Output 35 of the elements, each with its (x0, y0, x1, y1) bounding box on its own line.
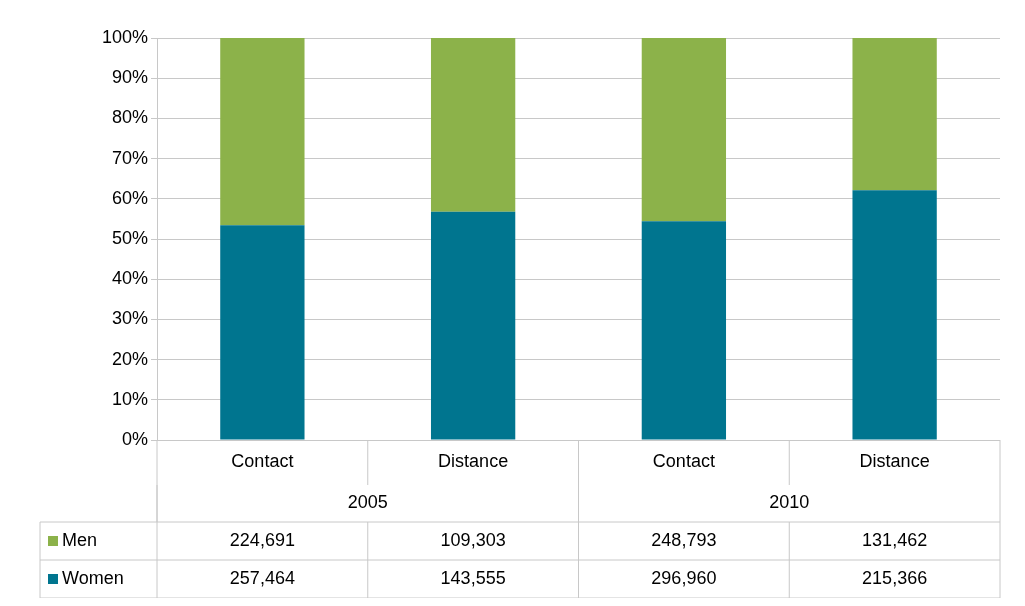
bar (220, 225, 305, 440)
bar (641, 221, 727, 440)
x-tick-label: Contact (652, 451, 715, 472)
y-tick-label: 40% (111, 268, 148, 289)
text: 257,464 (229, 567, 295, 588)
y-tick-label: 70% (111, 147, 148, 168)
text: 143,555 (440, 567, 506, 588)
text: 215,366 (862, 567, 928, 588)
y-tick-label: 50% (111, 227, 148, 248)
text: 248,793 (651, 529, 717, 550)
text: 131,462 (862, 529, 928, 550)
text: 2010 (769, 492, 810, 513)
bar (430, 38, 516, 212)
y-tick-label: 10% (111, 388, 148, 409)
y-tick-label: 100% (101, 26, 148, 47)
text: 109,303 (440, 529, 506, 550)
y-tick-label: 0% (121, 428, 148, 449)
bar (641, 38, 727, 222)
bar (220, 38, 305, 226)
legend-label: Women (62, 567, 124, 588)
text: 2005 (347, 492, 388, 513)
x-tick-label: Distance (438, 451, 509, 472)
y-tick-label: 80% (111, 107, 148, 128)
x-tick-label: Distance (859, 451, 930, 472)
bar (852, 190, 937, 440)
text: 296,960 (651, 567, 717, 588)
legend-label: Men (62, 529, 98, 550)
y-tick-label: 90% (111, 67, 148, 88)
bar (430, 211, 516, 440)
bar (852, 38, 937, 191)
y-tick-label: 60% (111, 187, 148, 208)
y-tick-label: 20% (111, 348, 148, 369)
x-tick-label: Contact (231, 451, 294, 472)
text: 224,691 (229, 529, 295, 550)
y-tick-label: 30% (111, 308, 148, 329)
